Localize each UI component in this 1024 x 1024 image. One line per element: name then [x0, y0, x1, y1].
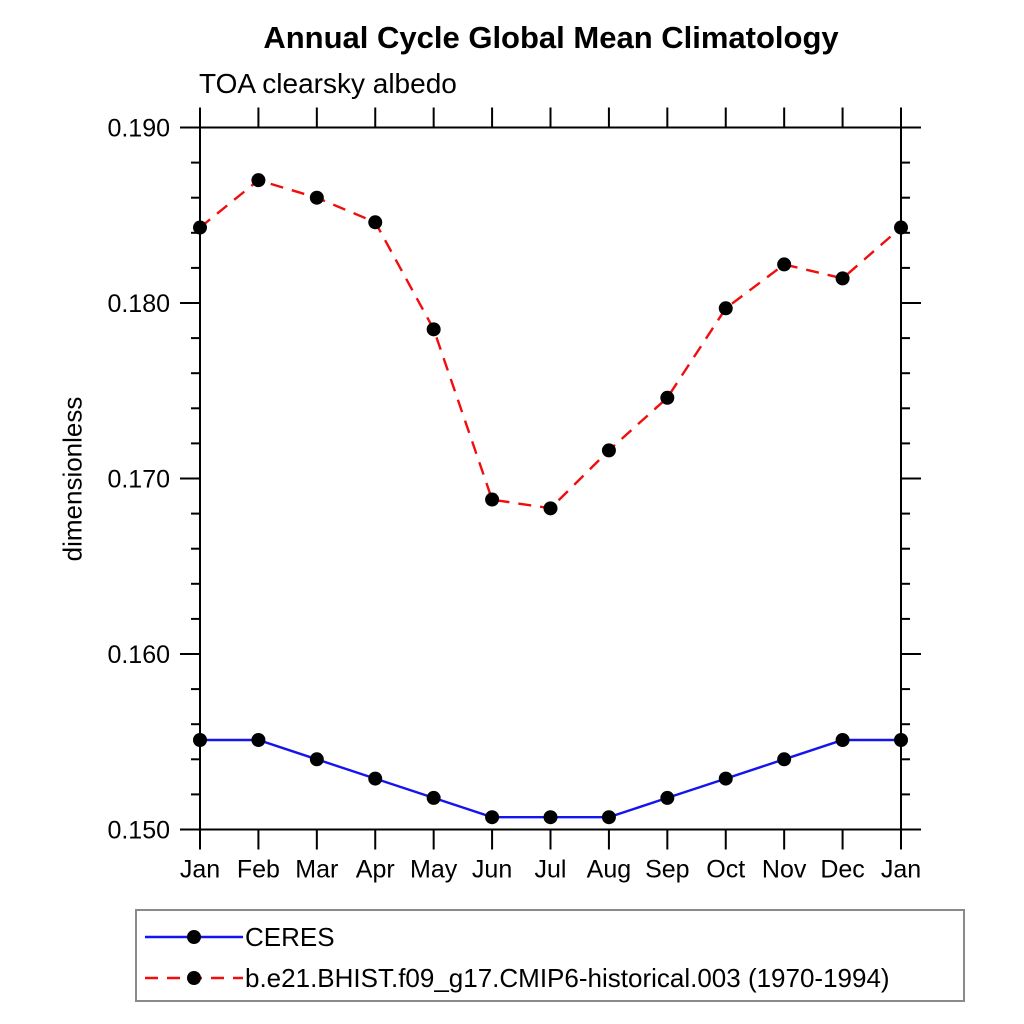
x-tick-label: Oct [706, 856, 745, 884]
x-tick-label: Nov [762, 856, 807, 884]
data-point-marker [601, 443, 616, 458]
data-point-marker [718, 301, 733, 316]
legend-entry-ceres: CERES [143, 922, 335, 952]
series-line-0 [200, 738, 901, 819]
data-point-marker [193, 220, 207, 235]
data-point-marker [543, 501, 558, 516]
data-point-marker [835, 271, 850, 286]
data-point-marker [426, 790, 441, 805]
data-point-marker [718, 771, 733, 786]
series-line-1 [199, 178, 902, 510]
chart-subtitle: TOA clearsky albedo [199, 68, 457, 99]
plot-box [199, 126, 902, 831]
x-tick-label: Feb [237, 856, 280, 884]
x-tick-label: Mar [295, 856, 338, 884]
y-tick-label: 0.170 [107, 466, 170, 494]
data-point-marker [894, 732, 908, 747]
x-tick-label: Jan [881, 856, 921, 884]
data-point-marker [835, 732, 850, 747]
data-point-marker [601, 810, 616, 825]
x-tick-label: Jan [180, 856, 220, 884]
data-point-marker [660, 390, 675, 405]
data-point-marker [426, 322, 441, 337]
y-tick-label: 0.150 [107, 817, 170, 845]
x-tick-label: Apr [356, 856, 395, 884]
data-point-marker [777, 257, 792, 272]
data-point-marker [251, 173, 266, 188]
y-tick-label: 0.190 [107, 115, 170, 143]
data-point-marker [777, 752, 792, 767]
data-point-marker [368, 215, 383, 230]
data-point-marker [309, 752, 324, 767]
y-tick-label: 0.160 [107, 641, 170, 669]
data-point-marker [894, 220, 908, 235]
x-tick-label: Dec [820, 856, 864, 884]
data-point-marker [309, 190, 324, 205]
data-point-marker [485, 810, 500, 825]
y-tick-label: 0.180 [107, 290, 170, 318]
data-point-marker [485, 492, 500, 507]
legend-label-model: b.e21.BHIST.f09_g17.CMIP6-historical.003… [245, 963, 890, 993]
x-tick-label: May [410, 856, 458, 884]
data-point-marker [251, 732, 266, 747]
data-point-marker [368, 771, 383, 786]
legend: CERES b.e21.BHIST.f09_g17.CMIP6-historic… [135, 909, 965, 1002]
x-tick-label: Jun [472, 856, 512, 884]
data-point-marker [660, 790, 675, 805]
legend-entry-model: b.e21.BHIST.f09_g17.CMIP6-historical.003… [143, 963, 890, 993]
legend-line-sample-dashed [145, 971, 243, 985]
x-tick-label: Jul [535, 856, 567, 884]
chart-title: Annual Cycle Global Mean Climatology [263, 20, 839, 55]
legend-line-sample-solid [145, 930, 243, 944]
data-point-marker [543, 810, 558, 825]
data-point-marker [193, 732, 207, 747]
x-tick-label: Sep [645, 856, 689, 884]
x-tick-label: Aug [587, 856, 631, 884]
legend-label-ceres: CERES [245, 922, 335, 952]
